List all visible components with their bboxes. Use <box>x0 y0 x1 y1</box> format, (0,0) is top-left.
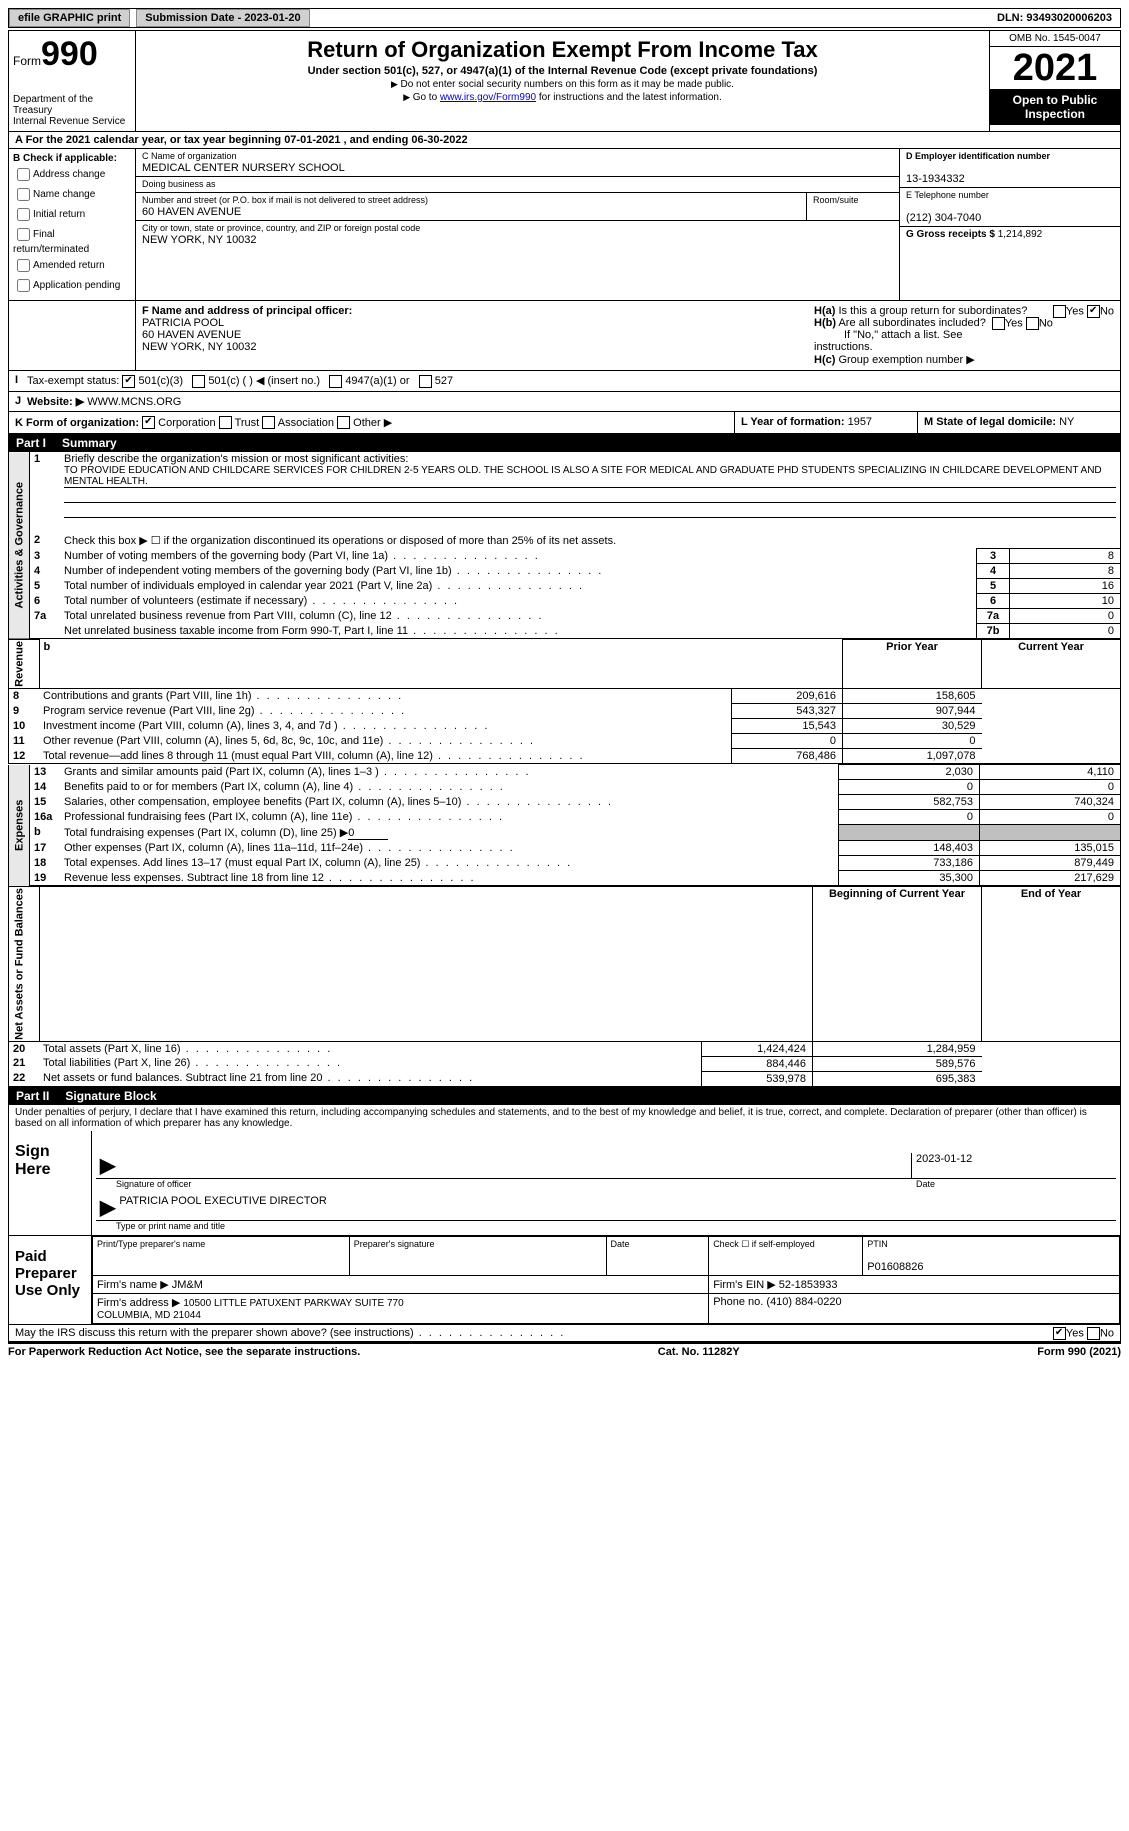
ein-cell: D Employer identification number 13-1934… <box>900 149 1120 188</box>
paid-preparer-label: Paid Preparer Use Only <box>9 1236 92 1324</box>
instructions-link-row: Go to www.irs.gov/Form990 for instructio… <box>142 92 983 103</box>
telephone-cell: E Telephone number (212) 304-7040 <box>900 188 1120 227</box>
chk-initial-return[interactable]: Initial return <box>13 205 131 224</box>
ssn-warning: Do not enter social security numbers on … <box>142 79 983 90</box>
mission-text: TO PROVIDE EDUCATION AND CHILDCARE SERVI… <box>64 465 1116 488</box>
tax-year: 2021 <box>990 47 1120 89</box>
omb-number: OMB No. 1545-0047 <box>990 31 1120 47</box>
side-netassets: Net Assets or Fund Balances <box>9 887 40 1042</box>
signature-arrow-icon: ▶ <box>96 1153 119 1178</box>
side-revenue: Revenue <box>9 640 40 689</box>
part-1-header: Part I Summary <box>8 434 1121 452</box>
officer-name: PATRICIA POOL EXECUTIVE DIRECTOR <box>119 1195 1116 1220</box>
dept-treasury: Department of the Treasury Internal Reve… <box>13 94 131 127</box>
form-of-organization: K Form of organization: Corporation Trus… <box>9 412 734 434</box>
form-header: Form990 Department of the Treasury Inter… <box>8 30 1121 132</box>
org-name-cell: C Name of organization MEDICAL CENTER NU… <box>136 149 899 177</box>
year-of-formation: L Year of formation: 1957 <box>734 412 917 434</box>
dba-cell: Doing business as <box>136 177 899 193</box>
irs-link[interactable]: www.irs.gov/Form990 <box>440 92 536 103</box>
sig-date: 2023-01-12 <box>911 1153 1116 1178</box>
city-cell: City or town, state or province, country… <box>136 221 899 248</box>
part-1-table: Activities & Governance 1 Briefly descri… <box>8 452 1121 639</box>
room-suite-cell: Room/suite <box>807 193 899 220</box>
line-2: Check this box ▶ ☐ if the organization d… <box>60 533 1121 549</box>
penalties-text: Under penalties of perjury, I declare th… <box>8 1105 1121 1131</box>
page-footer: For Paperwork Reduction Act Notice, see … <box>8 1342 1121 1358</box>
principal-officer: F Name and address of principal officer:… <box>136 301 808 370</box>
discuss-row: May the IRS discuss this return with the… <box>8 1325 1121 1342</box>
section-h: H(a) Is this a group return for subordin… <box>808 301 1120 370</box>
form-subtitle: Under section 501(c), 527, or 4947(a)(1)… <box>142 65 983 77</box>
form-title: Return of Organization Exempt From Incom… <box>142 37 983 63</box>
section-a-calendar-year: A For the 2021 calendar year, or tax yea… <box>8 132 1121 149</box>
top-bar: efile GRAPHIC print Submission Date - 20… <box>8 8 1121 28</box>
gross-receipts-cell: G Gross receipts $ 1,214,892 <box>900 227 1120 242</box>
street-address-cell: Number and street (or P.O. box if mail i… <box>136 193 807 220</box>
open-to-public: Open to Public Inspection <box>990 89 1120 125</box>
part-2-header: Part II Signature Block <box>8 1087 1121 1105</box>
state-domicile: M State of legal domicile: NY <box>917 412 1120 434</box>
chk-final-return[interactable]: Final return/terminated <box>13 225 131 255</box>
tax-exempt-status: Tax-exempt status: 501(c)(3) 501(c) ( ) … <box>27 374 453 388</box>
preparer-table: Print/Type preparer's name Preparer's si… <box>92 1236 1120 1324</box>
chk-address-change[interactable]: Address change <box>13 165 131 184</box>
submission-date: Submission Date - 2023-01-20 <box>136 9 309 27</box>
section-b-checkboxes: B Check if applicable: Address change Na… <box>9 149 136 300</box>
chk-name-change[interactable]: Name change <box>13 185 131 204</box>
efile-print-button[interactable]: efile GRAPHIC print <box>9 9 130 27</box>
website: Website: ▶ WWW.MCNS.ORG <box>27 395 181 408</box>
chk-application-pending[interactable]: Application pending <box>13 276 131 295</box>
chk-amended-return[interactable]: Amended return <box>13 256 131 275</box>
dln: DLN: 93493020006203 <box>997 12 1120 24</box>
form-number: Form990 <box>13 35 131 74</box>
side-activities: Activities & Governance <box>9 452 30 639</box>
sign-here-label: Sign Here <box>9 1131 92 1235</box>
signature-arrow-icon: ▶ <box>96 1195 119 1220</box>
